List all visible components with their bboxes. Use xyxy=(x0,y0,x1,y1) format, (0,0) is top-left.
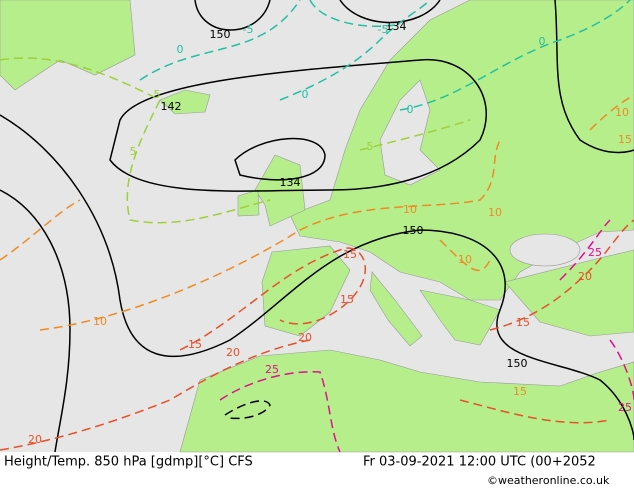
temp-label: 25 xyxy=(265,363,279,376)
temp-label: 10 xyxy=(488,206,502,219)
temp-label: 15 xyxy=(516,316,530,329)
temp-contour xyxy=(459,399,611,424)
temp-contour xyxy=(224,400,271,420)
temp-label: 25 xyxy=(618,401,632,414)
temp-contour xyxy=(0,199,81,261)
height-contour xyxy=(194,0,271,31)
footer-left: Height/Temp. 850 hPa [gdmp][°C] CFS xyxy=(4,455,253,470)
temp-contour xyxy=(359,119,471,151)
temp-label: 5 xyxy=(367,140,374,153)
height-contour xyxy=(339,0,441,24)
temp-label: 10 xyxy=(403,203,417,216)
map: 150 134 142 134 150 150 -5 -5 0 0 0 0 5 … xyxy=(0,0,634,453)
land xyxy=(179,349,634,453)
temp-label: 10 xyxy=(93,315,107,328)
temp-label: 10 xyxy=(615,106,629,119)
temp-label: 0 xyxy=(407,103,414,116)
height-labels: 150 134 142 134 150 150 xyxy=(161,20,528,370)
height-label: 150 xyxy=(210,28,231,41)
height-label: 150 xyxy=(507,357,528,370)
height-label: 150 xyxy=(403,224,424,237)
temp-label: 20 xyxy=(298,331,312,344)
temp-label: 0 xyxy=(177,43,184,56)
baltic xyxy=(379,79,441,186)
temp-contour xyxy=(0,57,271,224)
temp-contour xyxy=(489,219,634,331)
temp-label: -5 xyxy=(243,23,254,36)
temp-contour xyxy=(219,371,341,453)
temp-label: 15 xyxy=(188,338,202,351)
temp-label: 20 xyxy=(578,270,592,283)
temp-label: 15 xyxy=(340,293,354,306)
footer-right: Fr 03-09-2021 12:00 UTC (00+2052 xyxy=(363,455,596,470)
temp-contour xyxy=(589,94,634,131)
height-contour xyxy=(0,114,634,441)
land xyxy=(0,0,136,91)
land xyxy=(237,189,260,217)
land xyxy=(261,245,351,337)
temp-label: 15 xyxy=(513,385,527,398)
black-sea xyxy=(509,233,581,267)
temp-contour xyxy=(179,247,367,351)
temp-label: 20 xyxy=(28,433,42,446)
credit: ©weatheronline.co.uk xyxy=(487,474,610,487)
temp-label: 20 xyxy=(226,346,240,359)
land xyxy=(369,271,423,347)
temp-label: 5 xyxy=(130,145,137,158)
height-contour xyxy=(234,137,326,181)
land xyxy=(159,89,211,115)
temp-label: 15 xyxy=(343,248,357,261)
land xyxy=(419,289,501,346)
temp-label: 10 xyxy=(458,253,472,266)
temp-contour xyxy=(309,0,396,27)
temp-contour xyxy=(439,239,491,272)
temp-label: 15 xyxy=(618,133,632,146)
temp-labels: -5 -5 0 0 0 0 5 5 5 10 10 10 10 10 15 15… xyxy=(28,23,632,446)
temp-label: 25 xyxy=(588,246,602,259)
height-contour xyxy=(109,58,487,192)
temp-contour xyxy=(279,0,431,101)
temp-label: -5 xyxy=(378,23,389,36)
height-label: 134 xyxy=(280,176,301,189)
footer: Height/Temp. 850 hPa [gdmp][°C] CFS Fr 0… xyxy=(4,455,610,488)
temp-label: 5 xyxy=(154,88,161,101)
temp-contour xyxy=(399,0,631,111)
temp-label: 0 xyxy=(302,88,309,101)
temp-label: 0 xyxy=(539,35,546,48)
height-contour xyxy=(0,189,71,453)
temp-contour xyxy=(39,139,501,331)
height-label: 134 xyxy=(386,20,407,33)
height-label: 142 xyxy=(161,100,182,113)
temp-contour xyxy=(139,0,301,81)
temp-contour xyxy=(0,339,311,451)
